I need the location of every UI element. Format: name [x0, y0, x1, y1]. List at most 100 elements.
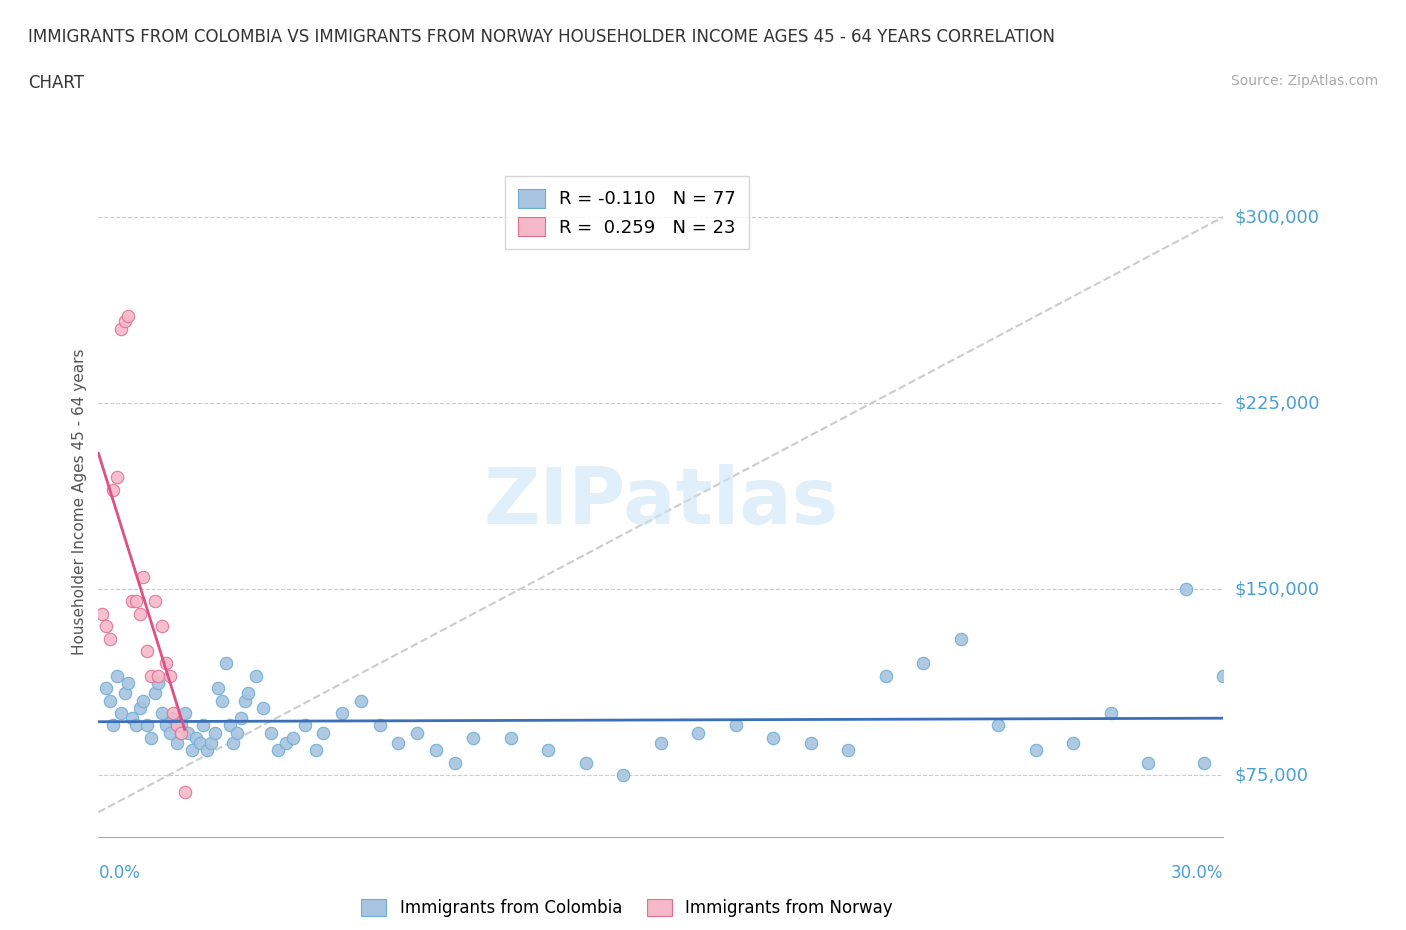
Point [143, 685, 166, 700]
Point [117, 309, 139, 324]
Point [443, 755, 465, 770]
Point [987, 718, 1010, 733]
Point [294, 718, 316, 733]
Point [110, 706, 132, 721]
Point [312, 725, 335, 740]
Point [114, 313, 136, 328]
Point [195, 743, 218, 758]
Point [267, 743, 290, 758]
Point [148, 676, 170, 691]
Point [912, 656, 935, 671]
Point [125, 594, 148, 609]
Point [463, 730, 485, 745]
Text: Source: ZipAtlas.com: Source: ZipAtlas.com [1230, 74, 1378, 88]
Point [159, 669, 181, 684]
Point [1062, 736, 1084, 751]
Point [173, 706, 195, 721]
Point [170, 725, 193, 740]
Point [1137, 755, 1160, 770]
Point [114, 685, 136, 700]
Text: $225,000: $225,000 [1234, 394, 1320, 412]
Point [425, 743, 447, 758]
Point [218, 718, 240, 733]
Point [170, 718, 193, 733]
Point [200, 736, 222, 751]
Point [222, 736, 245, 751]
Point [136, 718, 159, 733]
Point [136, 644, 159, 658]
Point [207, 681, 229, 696]
Text: ZIPatlas: ZIPatlas [484, 464, 838, 540]
Point [121, 711, 143, 725]
Point [875, 669, 897, 684]
Point [139, 669, 162, 684]
Point [94, 681, 117, 696]
Point [173, 785, 195, 800]
Point [181, 743, 204, 758]
Point [143, 594, 166, 609]
Point [406, 725, 429, 740]
Point [128, 700, 150, 715]
Text: 30.0%: 30.0% [1171, 864, 1223, 882]
Point [166, 736, 188, 751]
Point [1025, 743, 1047, 758]
Point [1099, 706, 1122, 721]
Point [105, 470, 128, 485]
Text: 0.0%: 0.0% [98, 864, 141, 882]
Point [150, 706, 173, 721]
Point [575, 755, 598, 770]
Point [94, 618, 117, 633]
Point [949, 631, 972, 646]
Point [110, 321, 132, 336]
Legend: Immigrants from Colombia, Immigrants from Norway: Immigrants from Colombia, Immigrants fro… [354, 892, 900, 923]
Point [387, 736, 409, 751]
Point [537, 743, 560, 758]
Point [688, 725, 710, 740]
Point [226, 725, 249, 740]
Point [1194, 755, 1216, 770]
Point [283, 730, 305, 745]
Point [215, 656, 238, 671]
Point [211, 693, 233, 708]
Text: $150,000: $150,000 [1234, 580, 1319, 598]
Point [184, 730, 207, 745]
Point [193, 718, 215, 733]
Point [1174, 581, 1197, 596]
Point [245, 669, 267, 684]
Point [125, 718, 148, 733]
Y-axis label: Householder Income Ages 45 - 64 years: Householder Income Ages 45 - 64 years [72, 349, 87, 656]
Point [1212, 669, 1234, 684]
Point [260, 725, 283, 740]
Point [330, 706, 353, 721]
Point [837, 743, 859, 758]
Point [368, 718, 391, 733]
Point [121, 594, 143, 609]
Point [98, 631, 121, 646]
Point [162, 711, 184, 725]
Point [132, 569, 155, 584]
Point [139, 730, 162, 745]
Point [103, 483, 125, 498]
Point [128, 606, 150, 621]
Point [229, 711, 252, 725]
Point [188, 736, 211, 751]
Point [177, 725, 200, 740]
Point [252, 700, 274, 715]
Point [162, 706, 184, 721]
Text: CHART: CHART [28, 74, 84, 92]
Point [499, 730, 522, 745]
Point [91, 606, 114, 621]
Text: $75,000: $75,000 [1234, 766, 1309, 784]
Point [105, 669, 128, 684]
Point [132, 693, 155, 708]
Text: $300,000: $300,000 [1234, 208, 1319, 226]
Point [155, 656, 177, 671]
Point [155, 718, 177, 733]
Point [800, 736, 823, 751]
Point [117, 676, 139, 691]
Point [148, 669, 170, 684]
Point [204, 725, 226, 740]
Point [350, 693, 373, 708]
Point [305, 743, 328, 758]
Text: IMMIGRANTS FROM COLOMBIA VS IMMIGRANTS FROM NORWAY HOUSEHOLDER INCOME AGES 45 - : IMMIGRANTS FROM COLOMBIA VS IMMIGRANTS F… [28, 28, 1054, 46]
